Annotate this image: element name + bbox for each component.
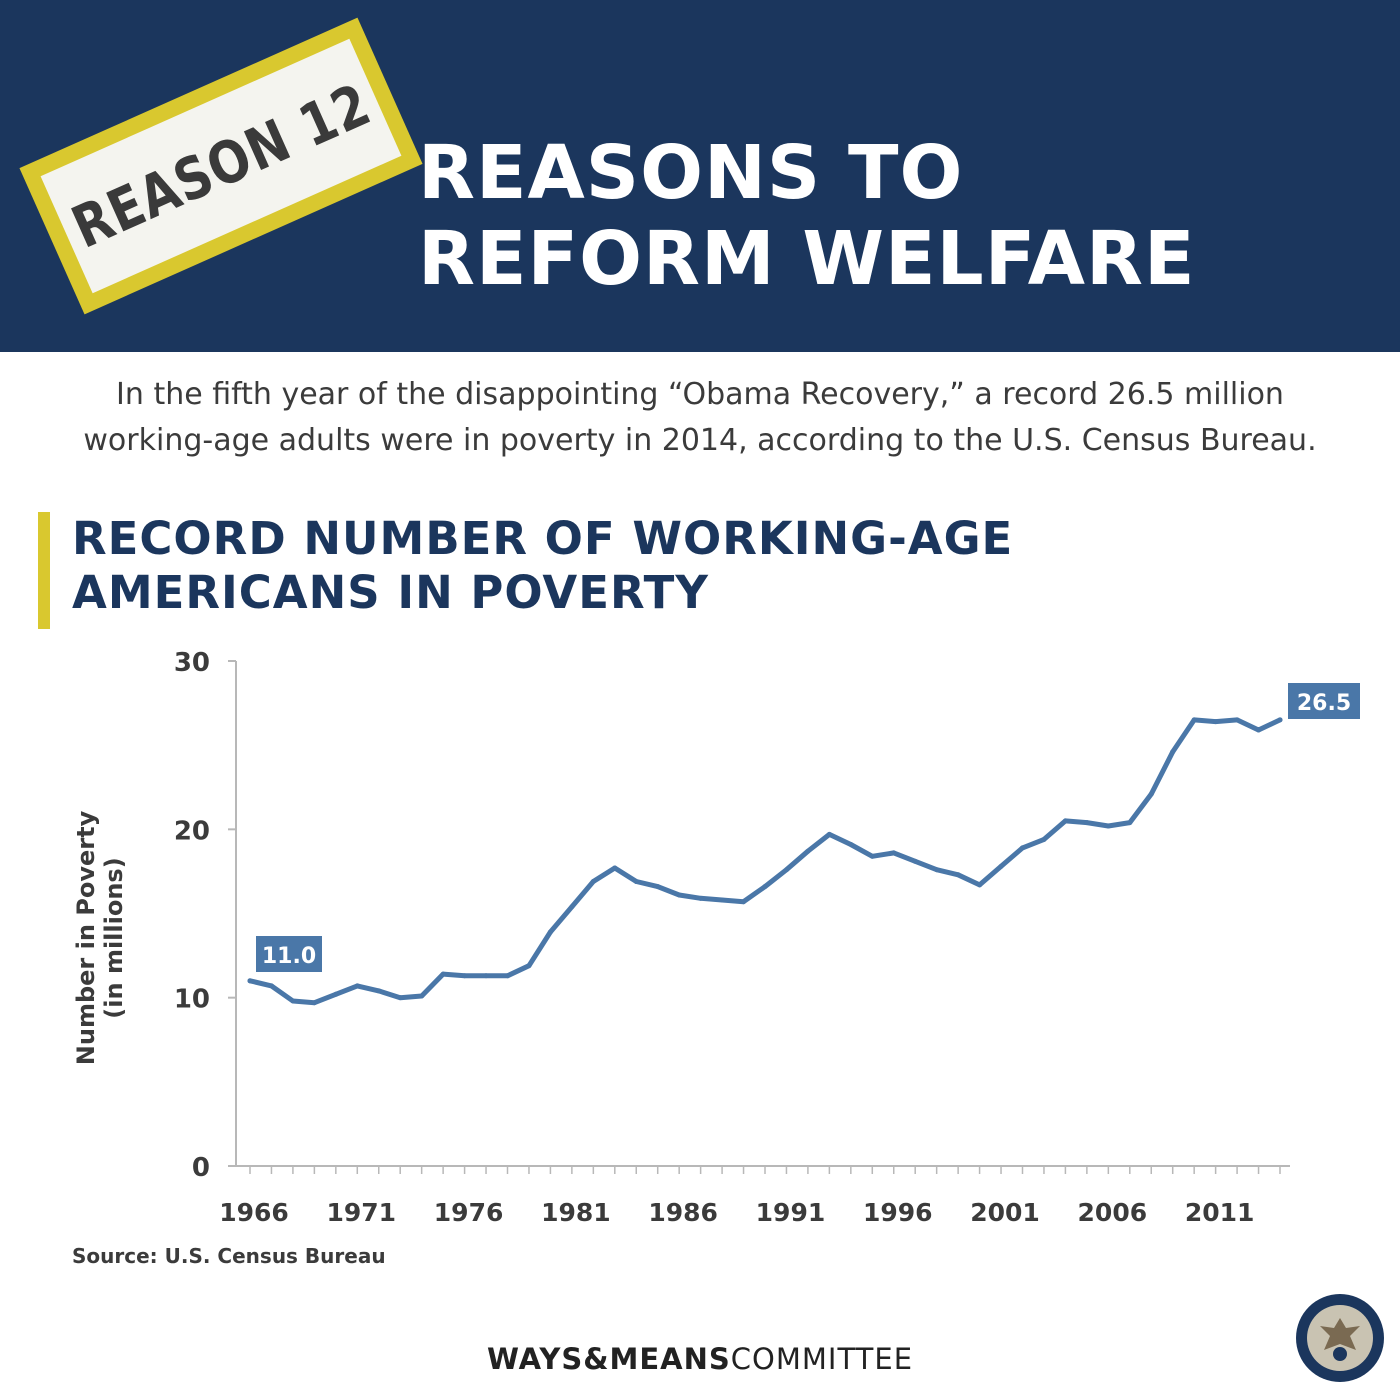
data-point	[741, 899, 747, 905]
data-point	[805, 848, 811, 854]
data-point	[869, 853, 875, 859]
end-value-label-box	[1288, 683, 1360, 719]
footer-committee: COMMITTEE	[730, 1342, 914, 1376]
x-tick-label: 2001	[970, 1198, 1040, 1227]
y-tick-label: 20	[174, 816, 210, 846]
series-line	[247, 717, 1283, 1006]
data-point	[569, 904, 575, 910]
x-tick-label: 1996	[863, 1198, 933, 1227]
data-point	[483, 973, 489, 979]
intro-line-1: In the fifth year of the disappointing “…	[116, 377, 1284, 412]
data-point	[655, 884, 661, 890]
data-point	[1277, 717, 1283, 723]
intro-line-2: working-age adults were in poverty in 20…	[83, 423, 1317, 458]
x-tick-label: 2006	[1078, 1198, 1148, 1227]
heading-accent-bar	[38, 512, 50, 629]
data-point	[762, 884, 768, 890]
data-point	[440, 971, 446, 977]
data-point	[397, 995, 403, 1001]
footer-logo: WAYS&MEANSCOMMITTEE	[0, 1342, 1400, 1376]
end-value-label: 26.5	[1297, 691, 1351, 716]
data-point	[354, 983, 360, 989]
data-point	[1234, 717, 1240, 723]
banner-title-line-1: REASONS TO	[418, 130, 964, 216]
x-tick-label: 1991	[756, 1198, 826, 1227]
x-tick-label: 2011	[1185, 1198, 1255, 1227]
source-note: Source: U.S. Census Bureau	[72, 1244, 386, 1268]
y-tick-label: 0	[192, 1153, 210, 1183]
y-tick-label: 30	[174, 648, 210, 678]
chart-heading: RECORD NUMBER OF WORKING-AGE AMERICANS I…	[72, 512, 1013, 620]
data-point	[1148, 791, 1154, 797]
data-point	[1105, 823, 1111, 829]
data-point	[547, 929, 553, 935]
data-point	[1256, 727, 1262, 733]
line-chart: 0 10 20 30 1966 1971 1976 1981 1986 1991 1996 2001 2…	[72, 648, 1360, 1227]
data-point	[526, 963, 532, 969]
footer-ways-means: WAYS&MEANS	[486, 1342, 731, 1376]
data-point	[290, 998, 296, 1004]
x-tick-label: 1981	[541, 1198, 611, 1227]
y-axis-label-line-2: (in millions)	[100, 857, 128, 1018]
data-point	[505, 973, 510, 979]
x-tick-label: 1966	[219, 1198, 289, 1227]
data-point	[848, 841, 854, 847]
data-point	[462, 973, 468, 979]
data-point	[590, 879, 596, 885]
intro-text: In the fifth year of the disappointing “…	[0, 372, 1400, 464]
x-tick-label: 1971	[326, 1198, 396, 1227]
x-tick-label: 1976	[434, 1198, 504, 1227]
data-point	[1062, 818, 1068, 824]
seal-emblem	[1333, 1347, 1347, 1361]
data-point	[1170, 749, 1176, 755]
banner-title-line-2: REFORM WELFARE	[418, 216, 1196, 302]
data-point	[977, 882, 983, 888]
data-point	[912, 858, 918, 864]
start-value-label: 11.0	[262, 944, 316, 969]
data-point	[698, 895, 704, 901]
data-point	[333, 991, 339, 997]
data-point	[998, 863, 1004, 869]
reason-stamp: REASON 12	[19, 17, 423, 315]
stamp-text: REASON 12	[61, 70, 381, 262]
data-point	[633, 879, 639, 885]
data-point	[934, 867, 940, 873]
start-value-label-box	[256, 936, 322, 972]
chart-heading-line-2: AMERICANS IN POVERTY	[72, 566, 709, 619]
stamp-label-area: REASON 12	[40, 38, 402, 294]
data-point	[1127, 820, 1133, 826]
data-point	[1041, 836, 1047, 842]
y-tick-label: 10	[174, 985, 210, 1015]
seal-eagle-icon	[1320, 1318, 1360, 1350]
data-point	[783, 867, 789, 873]
data-point	[719, 897, 725, 903]
data-point	[1020, 845, 1025, 851]
chart-heading-line-1: RECORD NUMBER OF WORKING-AGE	[72, 512, 1014, 565]
data-point	[1084, 820, 1090, 826]
data-point	[891, 850, 897, 856]
data-point	[612, 865, 618, 871]
banner: REASON 12 REASONS TO REFORM WELFARE	[0, 0, 1400, 352]
committee-seal-icon	[1296, 1294, 1384, 1382]
data-point	[268, 983, 274, 989]
y-axis-label-line-1: Number in Poverty	[72, 810, 100, 1065]
data-point	[826, 831, 832, 837]
data-point	[1213, 719, 1219, 725]
data-point	[247, 978, 253, 984]
data-point	[419, 993, 425, 999]
x-tick-label: 1986	[648, 1198, 718, 1227]
data-point	[1191, 717, 1197, 723]
data-point	[376, 988, 382, 994]
data-point	[955, 872, 961, 878]
data-point	[311, 1000, 317, 1006]
data-point	[676, 892, 682, 898]
